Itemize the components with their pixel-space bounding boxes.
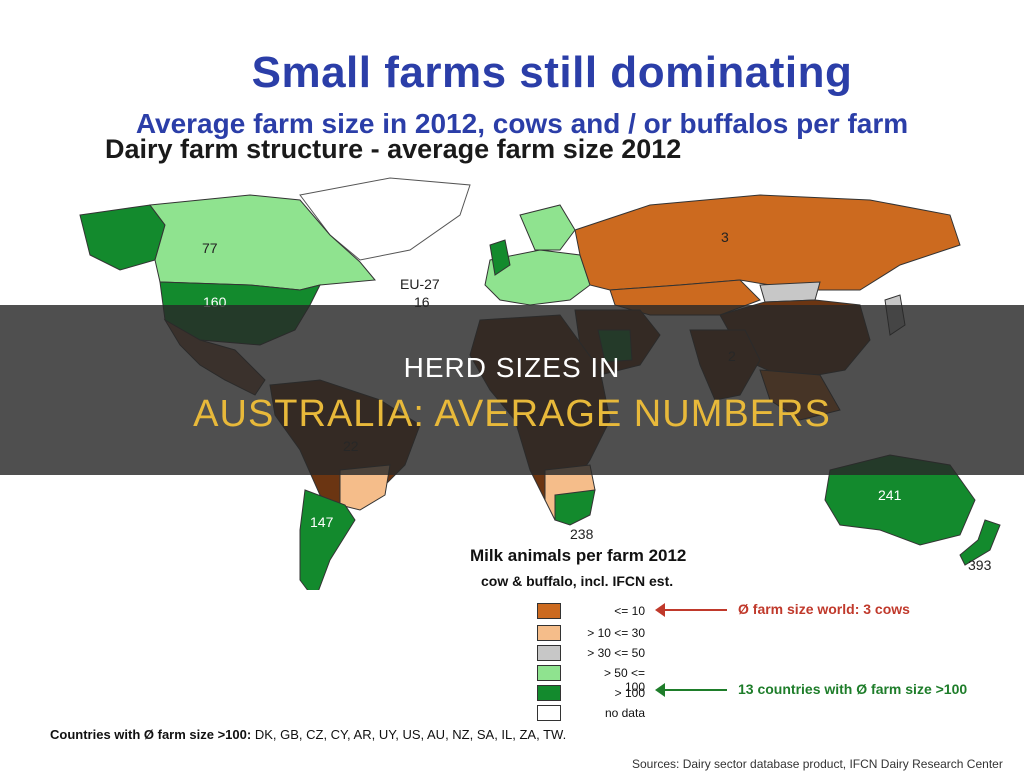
legend-swatch	[537, 603, 561, 619]
banner-line-1: HERD SIZES IN	[403, 352, 621, 383]
annotation-over-100: 13 countries with Ø farm size >100	[738, 681, 968, 697]
legend-label: > 50 <= 100	[603, 666, 645, 694]
legend-swatch	[537, 685, 561, 701]
label-new-zealand: 393	[968, 557, 992, 573]
legend-item	[537, 645, 561, 661]
legend-swatch	[537, 645, 561, 661]
legend-item	[537, 685, 561, 701]
main-title: Small farms still dominating	[251, 48, 853, 97]
title-banner	[0, 305, 1024, 475]
legend-label: no data	[604, 706, 645, 720]
legend-item	[537, 665, 561, 681]
sources-note: Sources: Dairy sector database product, …	[632, 757, 1003, 771]
subtitle: Average farm size in 2012, cows and / or…	[135, 108, 909, 139]
banner-line-2: AUSTRALIA: AVERAGE NUMBERS	[193, 393, 831, 435]
region-russia	[574, 194, 961, 291]
legend-item	[537, 705, 561, 721]
arrow-over-100	[655, 683, 727, 697]
legend-item	[537, 603, 561, 619]
region-scandinavia	[519, 204, 576, 251]
region-new-zealand	[959, 519, 1001, 566]
label-australia: 241	[878, 487, 902, 503]
legend-item	[537, 625, 561, 641]
countries-list: DK, GB, CZ, CY, AR, UY, US, AU, NZ, SA, …	[254, 727, 567, 742]
region-alaska	[79, 204, 166, 271]
legend-title: Milk animals per farm 2012	[470, 546, 687, 565]
region-uk	[489, 239, 511, 276]
legend-swatch	[537, 665, 561, 681]
structure-title: Dairy farm structure - average farm size…	[105, 134, 682, 164]
legend-swatch	[537, 625, 561, 641]
region-south-africa	[554, 489, 596, 526]
countries-prefix: Countries with Ø farm size >100:	[50, 727, 252, 742]
legend-label: > 30 <= 50	[587, 646, 645, 660]
legend-subtitle: cow & buffalo, incl. IFCN est.	[481, 573, 674, 589]
legend-swatch	[537, 705, 561, 721]
region-europe	[484, 249, 591, 306]
label-argentina: 147	[310, 514, 334, 530]
countries-note: Countries with Ø farm size >100: DK, GB,…	[50, 727, 566, 742]
region-argentina	[299, 489, 356, 590]
label-russia: 3	[721, 229, 729, 245]
annotation-world-average: Ø farm size world: 3 cows	[738, 601, 910, 617]
arrow-world	[655, 603, 727, 617]
label-canada: 77	[202, 240, 218, 256]
legend-label: > 10 <= 30	[587, 626, 645, 640]
legend-label: > 100	[614, 686, 645, 700]
label-eu-name: EU-27	[400, 276, 440, 292]
legend-label: <= 10	[614, 604, 645, 618]
label-south-africa: 238	[570, 526, 594, 542]
region-mongolia	[759, 281, 821, 303]
